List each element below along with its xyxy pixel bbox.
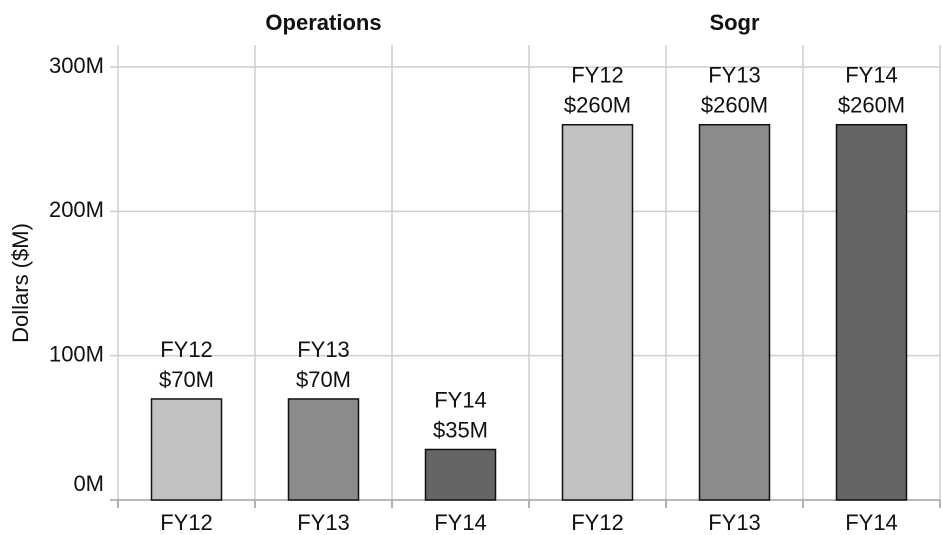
x-tick-label: FY12 [571,510,624,535]
data-label: $70M [159,367,214,392]
bar [287,398,360,501]
data-label: $260M [564,93,631,118]
bar [424,448,497,501]
data-label-category: FY14 [434,387,487,412]
data-label-category: FY12 [571,63,624,88]
data-label: $260M [701,93,768,118]
x-tick-label: FY12 [160,510,213,535]
bar [835,123,908,501]
facet-title: Operations [265,10,381,35]
x-tick-label: FY14 [845,510,898,535]
x-tick-label: FY13 [708,510,761,535]
bar [698,123,771,501]
y-tick-label: 200M [49,197,104,222]
x-tick-label: FY14 [434,510,487,535]
data-label-category: FY12 [160,337,213,362]
y-tick-label: 0M [73,471,104,496]
y-tick-label: 100M [49,341,104,366]
bar [561,123,634,501]
x-tick-label: FY13 [297,510,350,535]
data-label-category: FY13 [708,63,761,88]
data-label: $35M [433,417,488,442]
data-label: $260M [838,93,905,118]
facet-title: Sogr [709,10,760,35]
y-tick-label: 300M [49,53,104,78]
data-label: $70M [296,367,351,392]
data-label-category: FY13 [297,337,350,362]
data-label-category: FY14 [845,63,898,88]
bar [150,398,223,501]
y-axis-label: Dollars ($M) [8,223,33,343]
